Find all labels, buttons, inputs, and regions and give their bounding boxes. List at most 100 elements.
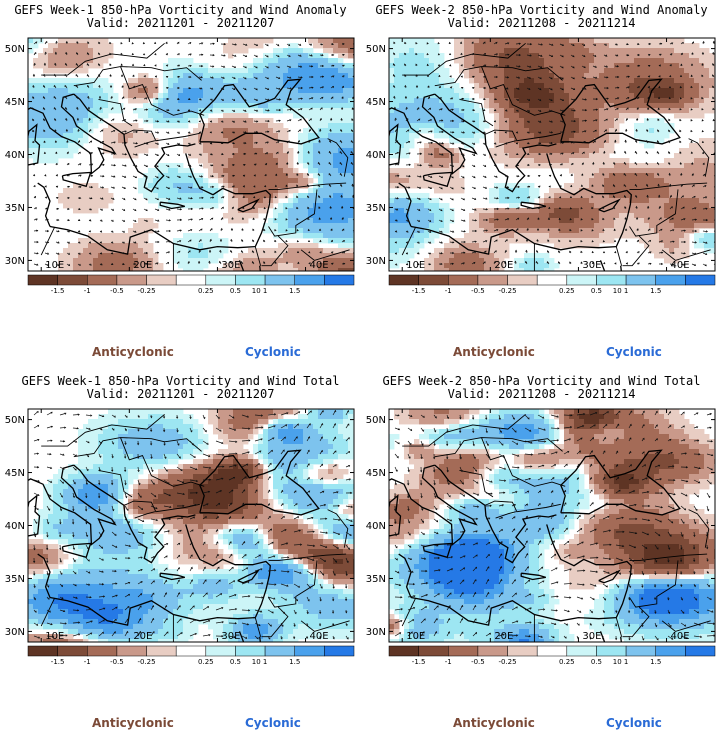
cyclonic-label: Cyclonic bbox=[606, 716, 662, 730]
colorbar-label: 1.5 bbox=[289, 658, 300, 666]
colorbar-swatch bbox=[418, 274, 449, 286]
colorbar-swatch bbox=[536, 274, 568, 286]
panel-week1-anomaly: GEFS Week-1 850-hPa Vorticity and Wind A… bbox=[0, 0, 361, 371]
colorbar-swatch bbox=[685, 645, 716, 657]
colorbar-swatch bbox=[566, 274, 597, 286]
panel-valid-dates: Valid: 20211208 - 20211214 bbox=[447, 387, 636, 401]
lat-tick-label: 30N bbox=[366, 256, 386, 267]
colorbar-label: -1 bbox=[84, 287, 91, 295]
colorbar-exponent: 10 bbox=[252, 287, 261, 295]
lon-tick-label: 10E bbox=[406, 631, 425, 642]
colorbar-swatch bbox=[205, 274, 236, 286]
colorbar-exponent: 10 bbox=[252, 658, 261, 666]
panel-week1-total: GEFS Week-1 850-hPa Vorticity and Wind T… bbox=[0, 371, 361, 742]
colorbar-label: -1 bbox=[445, 658, 452, 666]
vorticity-map: 50N 45N 40N 35N 30N 10E 20E 30E 40E -1.5 -1 -0.5 -0.… bbox=[5, 37, 355, 295]
colorbar-swatch bbox=[264, 274, 295, 286]
colorbar-swatch bbox=[294, 274, 325, 286]
anticyclonic-label: Anticyclonic bbox=[453, 345, 535, 359]
vorticity-map: 50N 45N 40N 35N 30N 10E 20E 30E 40E -1.5 -1 -0.5 -0.… bbox=[366, 408, 716, 666]
colorbar-swatch bbox=[448, 645, 479, 657]
colorbar-label: -1.5 bbox=[51, 658, 65, 666]
panel-week2-anomaly: GEFS Week-2 850-hPa Vorticity and Wind A… bbox=[361, 0, 722, 371]
lat-tick-label: 50N bbox=[366, 44, 386, 55]
colorbar-swatch bbox=[175, 274, 207, 286]
colorbar-swatch bbox=[596, 274, 627, 286]
colorbar-swatch bbox=[507, 645, 538, 657]
colorbar-label: 1.5 bbox=[650, 287, 661, 295]
colorbar-label: 0.5 bbox=[591, 287, 602, 295]
lat-tick-label: 30N bbox=[5, 256, 25, 267]
colorbar-swatch bbox=[596, 645, 627, 657]
lat-tick-label: 35N bbox=[5, 203, 25, 214]
lon-tick-label: 10E bbox=[45, 631, 64, 642]
lon-tick-label: 20E bbox=[494, 260, 513, 271]
colorbar-label: -1 bbox=[84, 658, 91, 666]
panel-title: GEFS Week-2 850-hPa Vorticity and Wind T… bbox=[382, 374, 701, 388]
colorbar-label: -0.25 bbox=[137, 658, 155, 666]
colorbar-label: 0.5 bbox=[591, 658, 602, 666]
colorbar-swatch bbox=[477, 274, 508, 286]
lon-tick-label: 20E bbox=[133, 260, 152, 271]
lat-tick-label: 35N bbox=[366, 203, 386, 214]
colorbar-label: 1 bbox=[624, 287, 628, 295]
colorbar-exponent: 10 bbox=[613, 658, 622, 666]
lon-tick-label: 40E bbox=[671, 260, 690, 271]
colorbar-label: -1.5 bbox=[51, 287, 65, 295]
anticyclonic-label: Anticyclonic bbox=[92, 716, 174, 730]
colorbar-swatch bbox=[685, 274, 716, 286]
lon-tick-label: 20E bbox=[494, 631, 513, 642]
lat-tick-label: 50N bbox=[5, 415, 25, 426]
colorbar-label: 1 bbox=[263, 658, 267, 666]
colorbar-swatch bbox=[205, 645, 236, 657]
lon-tick-label: 10E bbox=[45, 260, 64, 271]
colorbar-swatch bbox=[27, 274, 58, 286]
colorbar-swatch bbox=[625, 274, 656, 286]
colorbar-swatch bbox=[477, 645, 508, 657]
cyclonic-label: Cyclonic bbox=[606, 345, 662, 359]
colorbar: -1.5 -1 -0.5 -0.25 0.25 0.5 1 1.5 10 bbox=[388, 274, 716, 295]
colorbar-label: 0.25 bbox=[559, 658, 575, 666]
colorbar-swatch bbox=[175, 645, 207, 657]
colorbar-label: 0.25 bbox=[559, 287, 575, 295]
colorbar-label: 0.5 bbox=[230, 658, 241, 666]
cyclonic-label: Cyclonic bbox=[245, 716, 301, 730]
colorbar-swatch bbox=[235, 274, 266, 286]
lon-tick-label: 30E bbox=[221, 260, 240, 271]
panel-title: GEFS Week-1 850-hPa Vorticity and Wind A… bbox=[14, 3, 347, 17]
lon-tick-label: 30E bbox=[221, 631, 240, 642]
panel-valid-dates: Valid: 20211201 - 20211207 bbox=[86, 387, 275, 401]
colorbar-label: 0.25 bbox=[198, 658, 214, 666]
colorbar-swatch bbox=[655, 274, 686, 286]
colorbar-label: -0.5 bbox=[471, 287, 485, 295]
colorbar-swatch bbox=[146, 274, 177, 286]
colorbar-swatch bbox=[566, 645, 597, 657]
colorbar-swatch bbox=[57, 274, 88, 286]
lat-tick-label: 40N bbox=[5, 150, 25, 161]
colorbar-label: 0.25 bbox=[198, 287, 214, 295]
colorbar: -1.5 -1 -0.5 -0.25 0.25 0.5 1 1.5 10 bbox=[388, 645, 716, 666]
lat-tick-label: 30N bbox=[5, 627, 25, 638]
vorticity-map: 50N 45N 40N 35N 30N 10E 20E 30E 40E -1.5 -1 -0.5 -0.… bbox=[5, 408, 355, 666]
colorbar-swatch bbox=[87, 274, 118, 286]
colorbar-swatch bbox=[294, 645, 325, 657]
colorbar-swatch bbox=[27, 645, 58, 657]
colorbar-label: 1.5 bbox=[289, 287, 300, 295]
colorbar-swatch bbox=[388, 274, 419, 286]
lat-tick-label: 35N bbox=[366, 574, 386, 585]
cyclonic-label: Cyclonic bbox=[245, 345, 301, 359]
colorbar-swatch bbox=[448, 274, 479, 286]
colorbar-swatch bbox=[87, 645, 118, 657]
lon-tick-label: 40E bbox=[310, 631, 329, 642]
lat-tick-label: 45N bbox=[366, 468, 386, 479]
colorbar-label: -0.25 bbox=[498, 658, 516, 666]
colorbar-label: -1 bbox=[445, 287, 452, 295]
lon-tick-label: 10E bbox=[406, 260, 425, 271]
colorbar-label: 1 bbox=[624, 658, 628, 666]
panel-title: GEFS Week-2 850-hPa Vorticity and Wind A… bbox=[375, 3, 708, 17]
colorbar-label: -0.25 bbox=[137, 287, 155, 295]
panel-week2-total: GEFS Week-2 850-hPa Vorticity and Wind T… bbox=[361, 371, 722, 742]
vorticity-map: 50N 45N 40N 35N 30N 10E 20E 30E 40E -1.5 -1 -0.5 -0.… bbox=[366, 37, 716, 295]
colorbar-swatch bbox=[324, 645, 355, 657]
colorbar: -1.5 -1 -0.5 -0.25 0.25 0.5 1 1.5 10 bbox=[27, 274, 355, 295]
